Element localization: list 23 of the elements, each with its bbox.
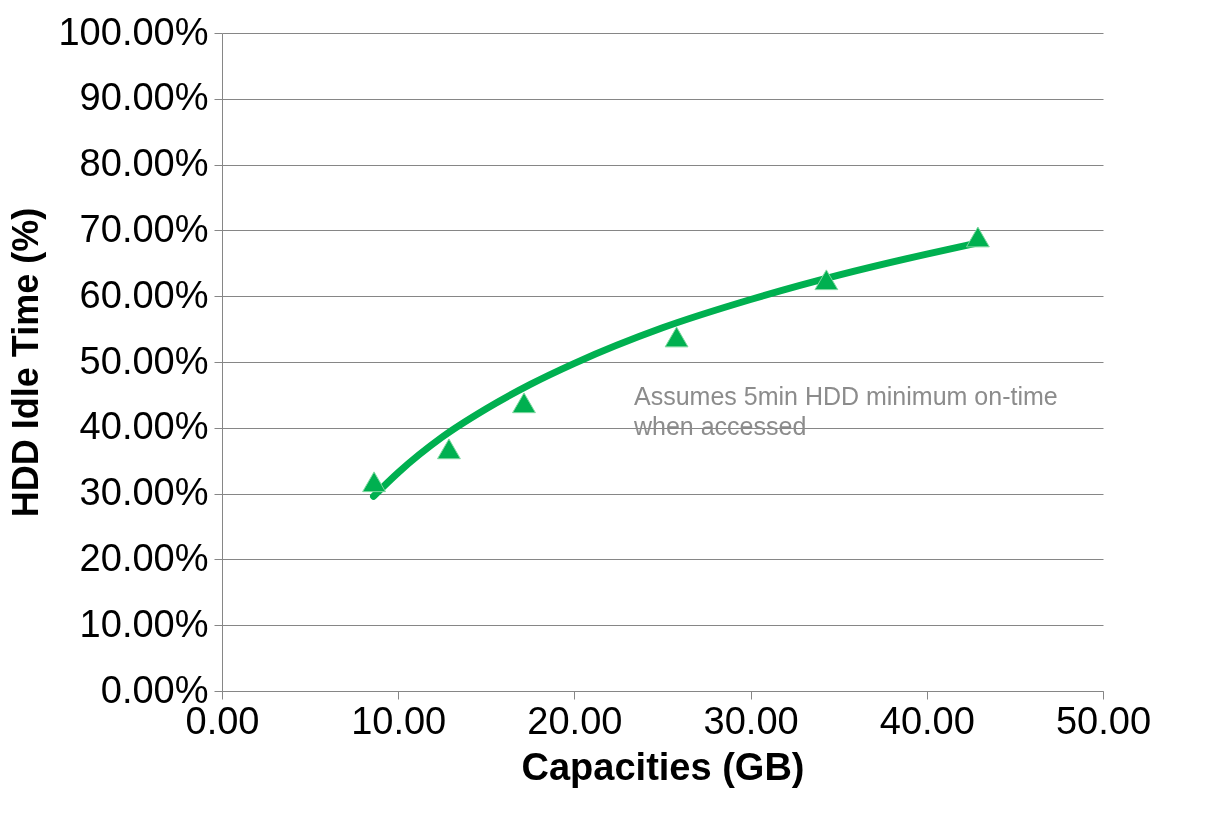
y-tick-label: 60.00% — [79, 273, 209, 316]
x-tick-label: 40.00 — [879, 699, 975, 742]
point — [437, 438, 461, 460]
y-tick-label: 50.00% — [79, 339, 209, 382]
point — [512, 392, 536, 414]
point — [966, 226, 990, 248]
x-axis-title: Capacities (GB) — [521, 745, 805, 788]
y-tick-label: 100.00% — [58, 10, 209, 53]
y-tick-label: 70.00% — [79, 207, 209, 250]
y-tick-label: 80.00% — [79, 142, 209, 185]
point — [664, 326, 689, 348]
point — [814, 269, 839, 291]
y-tick-label: 20.00% — [79, 536, 209, 579]
y-tick-label: 10.00% — [79, 602, 209, 645]
y-axis-title: HDD Idle Time (%) — [5, 207, 47, 518]
x-tick-label: 30.00 — [703, 699, 799, 742]
x-tick-label: 20.00 — [527, 699, 623, 742]
y-tick-label: 90.00% — [79, 76, 209, 119]
x-tick-label: 50.00 — [1055, 699, 1152, 742]
x-tick-label: 10.00 — [351, 699, 447, 742]
point — [362, 471, 386, 493]
y-tick-label: 30.00% — [79, 471, 209, 514]
y-tick-label: 40.00% — [79, 405, 209, 448]
